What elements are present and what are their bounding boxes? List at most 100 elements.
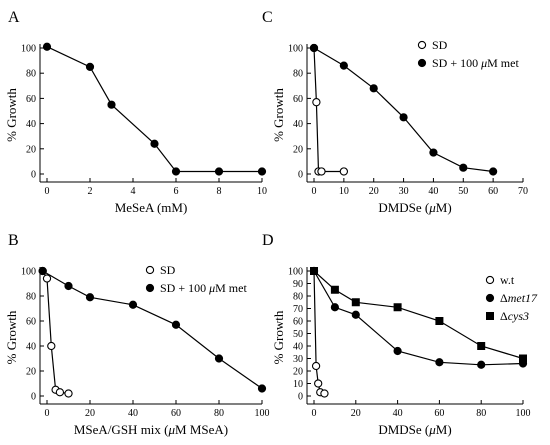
data-point [351,298,360,307]
y-tick-label: 0 [31,392,36,403]
data-point [435,317,444,325]
legend-label: w.t [500,273,515,287]
data-point [64,281,73,291]
x-tick-label: 20 [351,408,361,419]
panel-label: B [8,232,19,249]
y-tick-label: 20 [293,367,303,378]
legend-label: Δcys3 [500,309,529,323]
legend-marker [417,40,427,50]
series-line [313,270,325,395]
y-tick-label: 0 [298,392,303,403]
x-tick-label: 10 [257,186,267,197]
series-line [42,270,69,395]
data-point [55,388,65,397]
x-tick-label: 80 [476,408,486,419]
panel-label: A [8,9,20,26]
data-point [317,167,326,176]
x-tick-label: 30 [399,186,409,197]
y-tick-label: 80 [26,292,36,303]
data-point [489,167,498,176]
x-axis-label: DMDSe (μM) [378,422,451,437]
y-tick-label: 60 [26,317,36,328]
x-tick-label: 6 [174,186,179,197]
data-point [150,139,159,148]
data-point [38,266,47,276]
x-tick-label: 20 [85,408,95,419]
x-tick-label: 4 [131,186,136,197]
y-tick-label: 60 [26,94,36,105]
x-axis-label: MSeA/GSH mix (μM MSeA) [74,422,228,437]
y-tick-label: 20 [293,144,303,155]
data-point [128,300,138,309]
y-tick-label: 40 [26,119,36,130]
panel-label: C [262,9,273,26]
y-tick-label: 80 [26,69,36,80]
y-tick-label: 100 [21,44,36,55]
legend-label: Δmet17 [500,291,538,305]
legend-marker [145,283,155,293]
y-axis-label: % Growth [4,310,19,364]
x-tick-label: 60 [434,408,444,419]
data-point [85,62,95,72]
legend-marker [485,293,495,303]
y-axis-label: % Growth [4,88,19,142]
data-point [459,163,468,172]
y-tick-label: 100 [288,267,303,278]
x-tick-label: 0 [45,408,50,419]
y-tick-label: 10 [293,379,303,390]
y-tick-label: 100 [21,267,36,278]
data-point [171,167,181,176]
y-tick-label: 100 [288,44,303,55]
x-tick-label: 60 [171,408,181,419]
x-tick-label: 50 [458,186,468,197]
y-axis-label: % Growth [271,88,286,142]
y-tick-label: 30 [293,354,303,365]
x-tick-label: 0 [312,186,317,197]
y-tick-label: 80 [293,292,303,303]
y-tick-label: 40 [293,342,303,353]
x-tick-label: 0 [45,186,50,197]
x-tick-label: 10 [339,186,349,197]
data-point [314,379,323,388]
y-tick-label: 80 [293,69,303,80]
data-point [64,389,73,398]
y-tick-label: 0 [298,170,303,181]
data-point [339,167,349,176]
data-point [351,310,360,319]
legend-label: SD [160,263,176,277]
data-point [477,342,486,350]
legend-marker [485,275,495,285]
data-point [393,346,402,356]
x-axis-label: MeSeA (mM) [115,200,188,215]
data-point [257,167,267,176]
y-tick-label: 70 [293,304,303,315]
data-point [393,303,402,312]
y-tick-label: 0 [31,170,36,181]
data-point [310,267,318,275]
legend-label: SD + 100 μM met [432,56,519,70]
y-tick-label: 90 [293,279,303,290]
y-tick-label: 20 [26,144,36,155]
legend-marker [145,265,155,275]
data-point [330,303,339,312]
y-tick-label: 60 [293,317,303,328]
y-tick-label: 50 [293,329,303,340]
data-point [214,354,224,363]
x-tick-label: 70 [518,186,528,197]
legend-label: SD + 100 μM met [160,281,247,295]
y-tick-label: 20 [26,367,36,378]
x-tick-label: 100 [255,408,270,419]
data-point [42,42,52,51]
data-point [369,84,378,93]
data-point [330,285,339,294]
data-point [312,98,321,107]
x-tick-label: 40 [128,408,138,419]
y-tick-label: 60 [293,94,303,105]
data-point [214,167,224,176]
data-point [85,293,95,302]
y-tick-label: 40 [293,119,303,130]
x-tick-label: 60 [488,186,498,197]
x-tick-label: 40 [428,186,438,197]
data-point [399,113,408,122]
series-line [46,46,262,173]
